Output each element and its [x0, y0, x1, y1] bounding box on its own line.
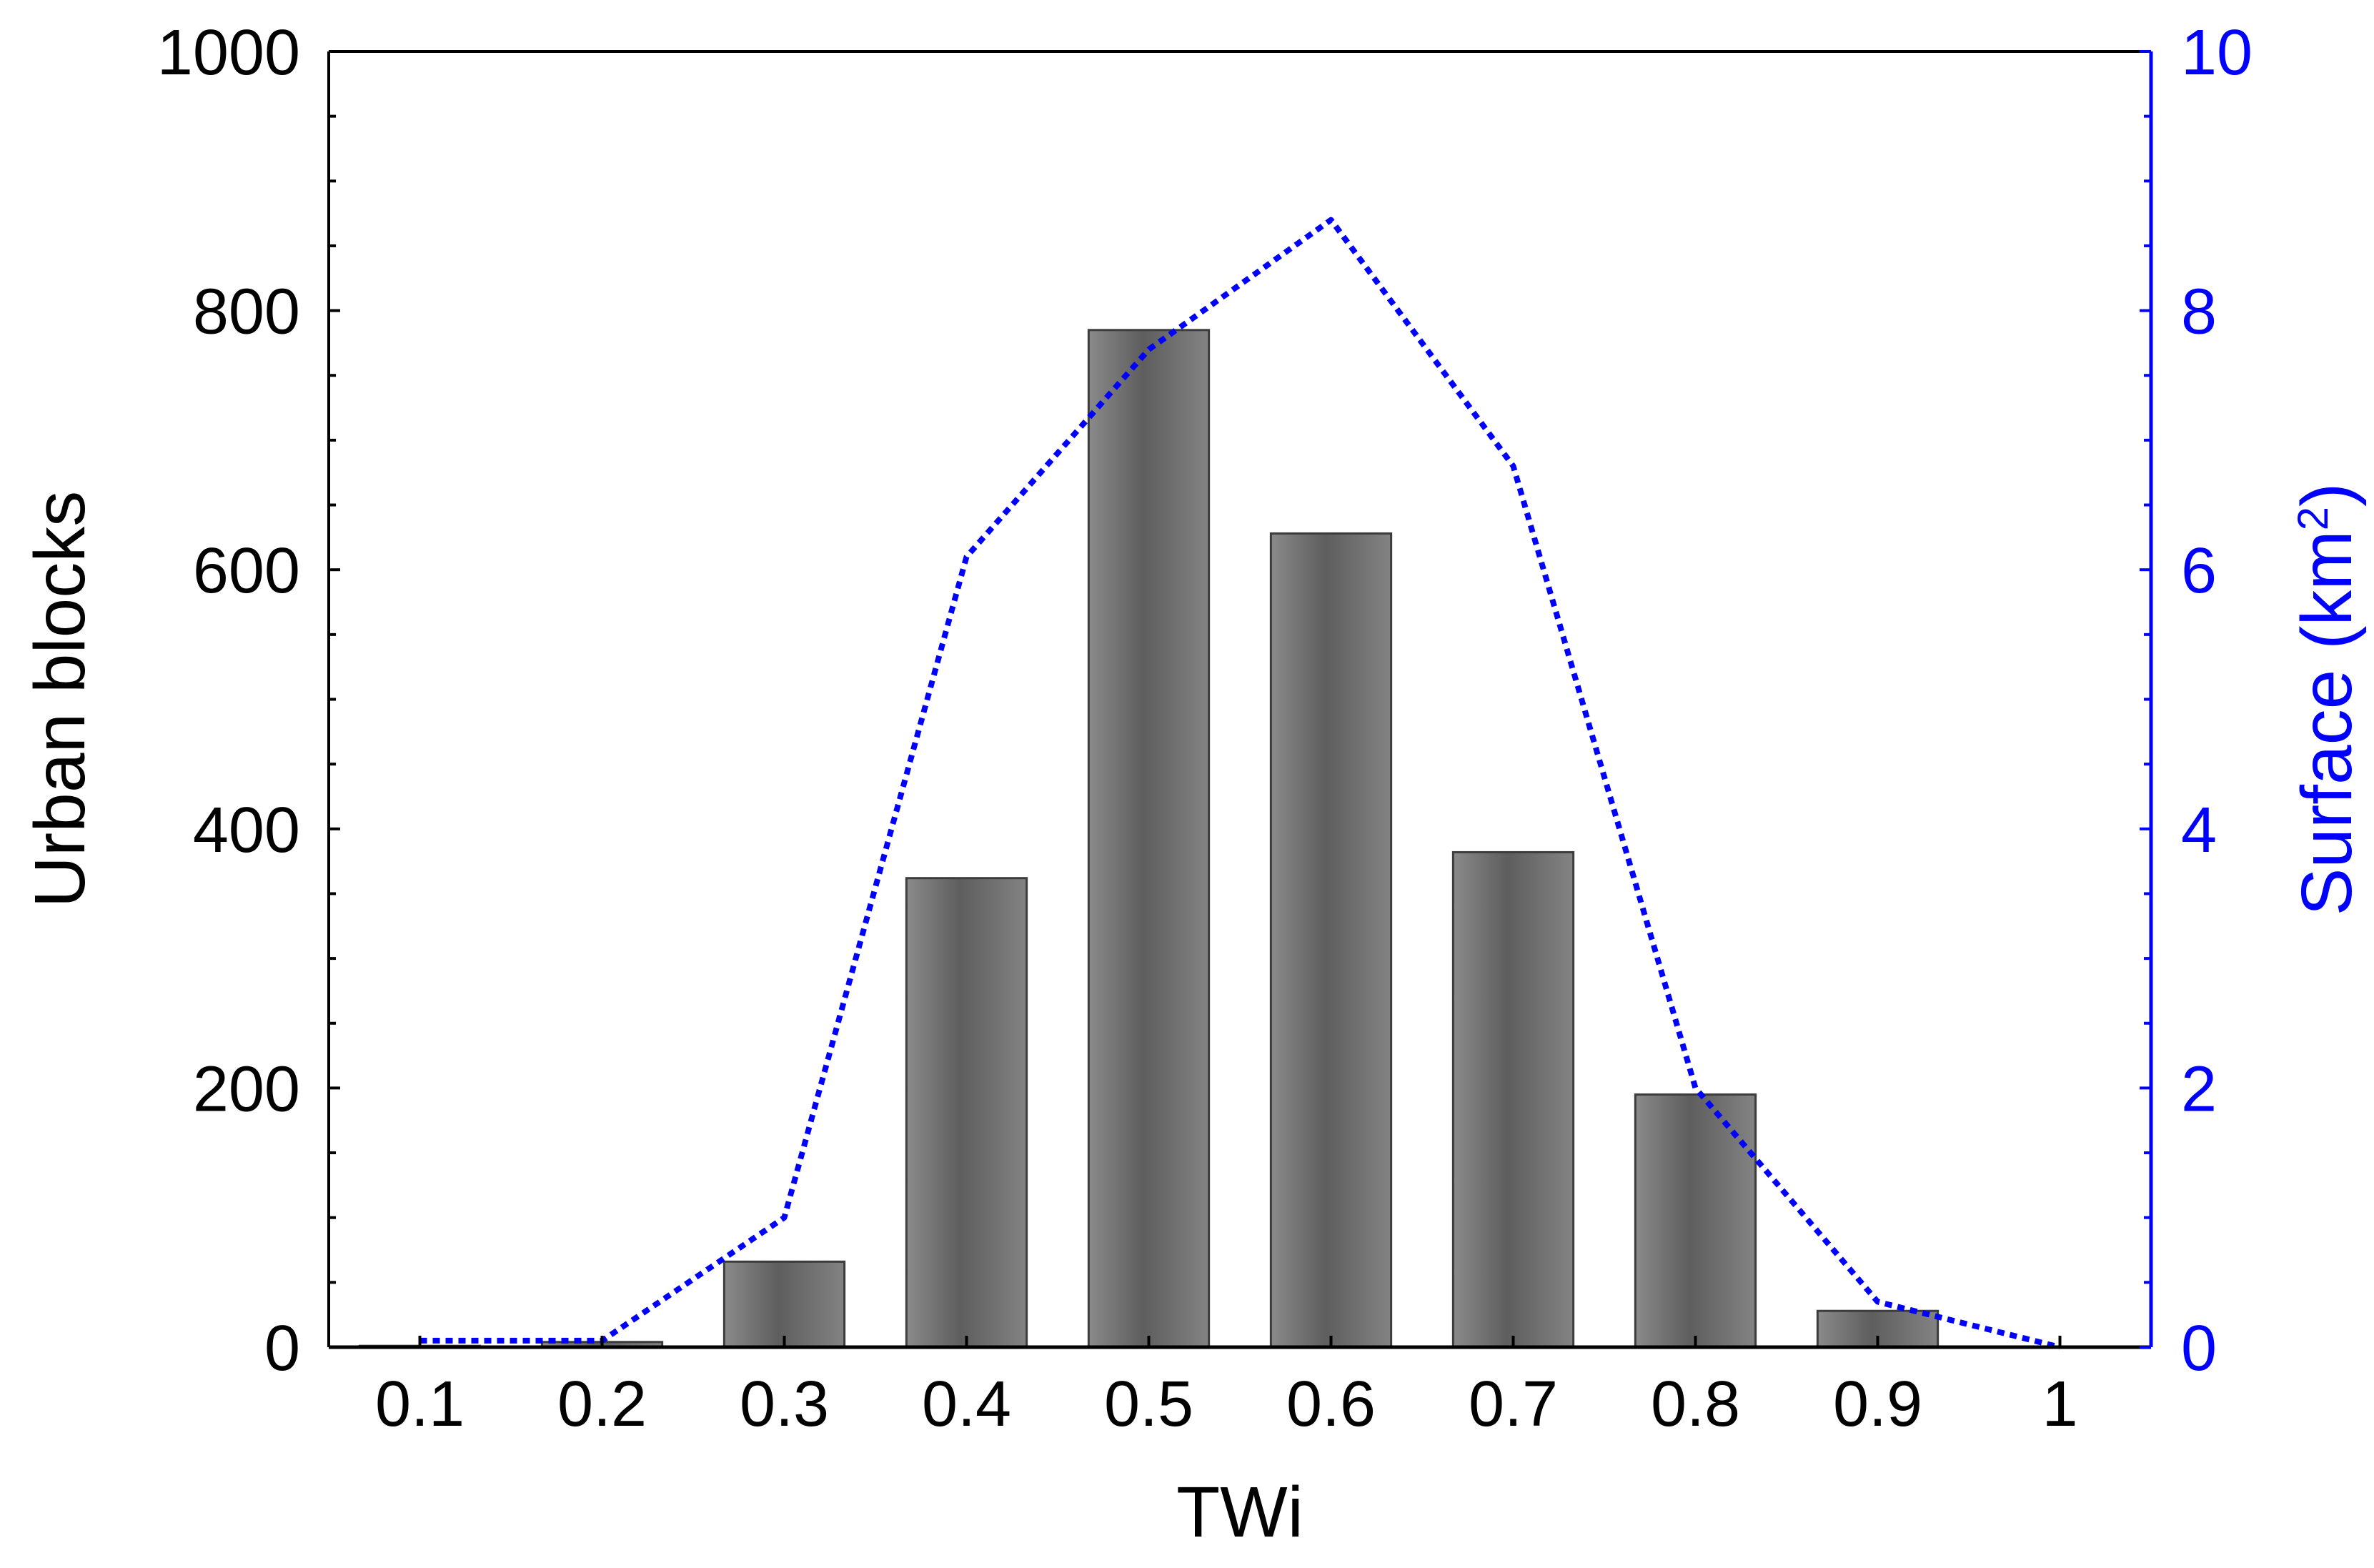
- x-tick-label: 0.6: [1286, 1369, 1376, 1440]
- x-axis-title: TWi: [1176, 1472, 1303, 1552]
- x-tick-label: 0.5: [1104, 1369, 1193, 1440]
- y2-tick-label: 6: [2181, 535, 2217, 607]
- bar-0.6: [1269, 532, 1393, 1349]
- bar-0.3: [722, 1260, 846, 1349]
- surface-line: [419, 217, 2061, 1350]
- x-tick-label: 0.1: [375, 1369, 465, 1440]
- y2-axis-title: Surface (km2): [2287, 483, 2367, 916]
- x-tick-label: 0.4: [922, 1369, 1011, 1440]
- bar-0.7: [1451, 850, 1575, 1349]
- y-tick-label: 400: [193, 795, 300, 866]
- x-tick-label: 0.8: [1651, 1369, 1740, 1440]
- line-layer: [419, 217, 2061, 1350]
- y-axis-title: Urban blocks: [20, 491, 100, 908]
- x-tick-label: 0.7: [1469, 1369, 1558, 1440]
- y-tick-label: 800: [193, 277, 300, 348]
- bar-0.4: [905, 877, 1028, 1349]
- y2-axis-title-end: ): [2287, 483, 2367, 507]
- x-tick-label: 0.9: [1833, 1369, 1922, 1440]
- x-tick-label: 0.2: [557, 1369, 647, 1440]
- y2-tick-label: 4: [2181, 795, 2217, 866]
- y2-tick-label: 8: [2181, 277, 2217, 348]
- bar-0.8: [1634, 1093, 1757, 1349]
- y2-tick-label: 0: [2181, 1313, 2217, 1384]
- y2-tick-label: 10: [2181, 17, 2253, 89]
- y-tick-label: 600: [193, 535, 300, 607]
- bar-0.5: [1087, 329, 1211, 1349]
- axes-layer: 0 200 400 600 800 1000 0 2 4 6 8 10 0.1 0.2 0.3 0.4 0.5 0…: [157, 17, 2253, 1440]
- y2-axis-title-sup: 2: [2289, 507, 2337, 530]
- y-tick-label: 200: [193, 1053, 300, 1125]
- y2-axis-title-main: Surface (km: [2287, 530, 2367, 916]
- x-tick-label: 0.3: [740, 1369, 829, 1440]
- bars-layer: [358, 329, 1940, 1349]
- y2-tick-label: 2: [2181, 1053, 2217, 1125]
- y-tick-label: 1000: [157, 17, 300, 89]
- y-tick-label: 0: [264, 1313, 300, 1384]
- labels-layer: TWi Urban blocks Surface (km2): [20, 483, 2367, 1552]
- x-tick-label: 1: [2042, 1369, 2077, 1440]
